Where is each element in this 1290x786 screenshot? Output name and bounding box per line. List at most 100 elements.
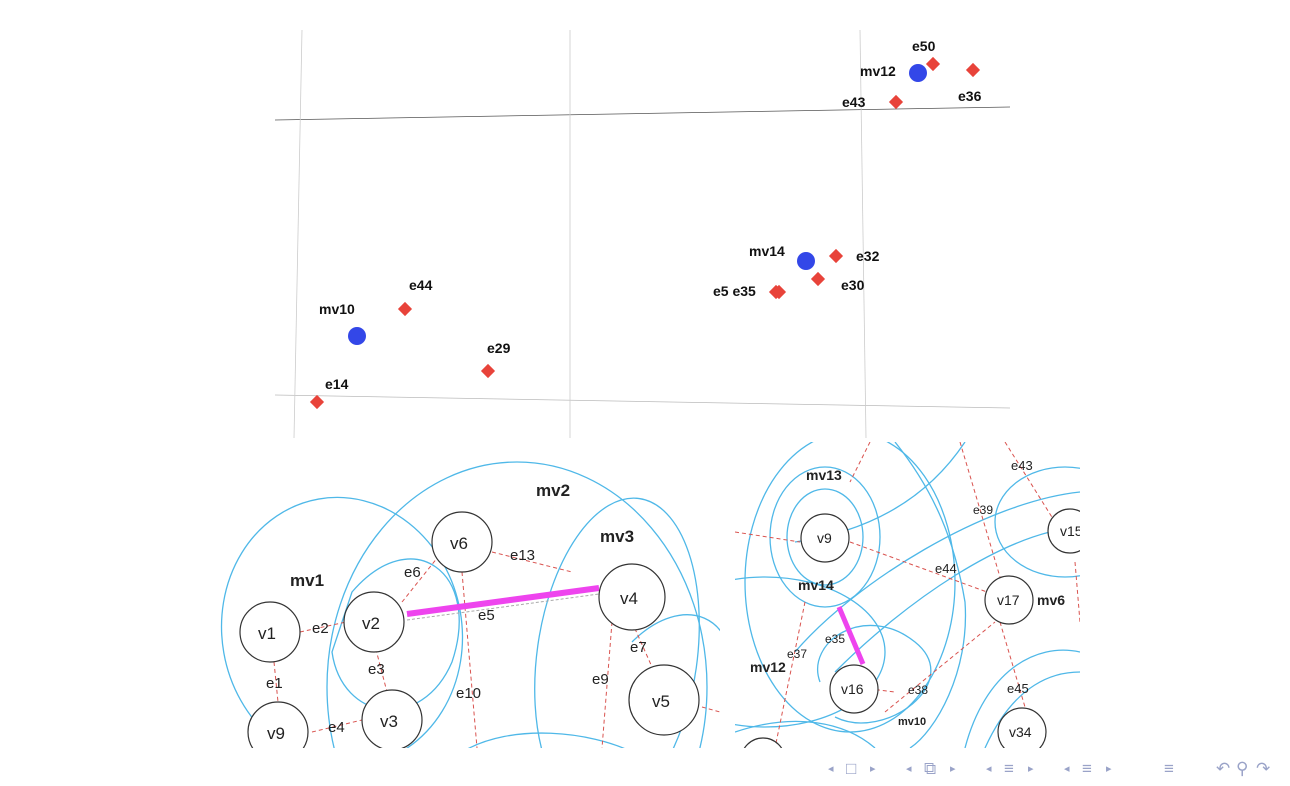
vertex-v9[interactable] bbox=[800, 513, 850, 563]
nav-toc-icon[interactable]: ≡ bbox=[1164, 759, 1174, 778]
label-mv12: mv12 bbox=[750, 659, 786, 675]
label-v1: v1 bbox=[258, 624, 276, 643]
label-e6: e6 bbox=[404, 564, 421, 581]
label-mv6: mv6 bbox=[1037, 592, 1065, 608]
label-e1: e1 bbox=[266, 675, 283, 692]
slide-navigation: ◂ □ ▸ ◂ ⧉ ▸ ◂ ≡ ▸ ◂ ≡ ▸ ≡ ↶ ⚲ ↷ bbox=[828, 758, 1288, 780]
nav-next-frame-icon[interactable]: ▸ bbox=[870, 763, 876, 775]
label-mv10: mv10 bbox=[898, 716, 926, 728]
highlight-edge-e5 bbox=[406, 585, 600, 617]
point-e36[interactable] bbox=[965, 62, 981, 78]
point-label-e44: e44 bbox=[409, 277, 433, 293]
nav-search-icon[interactable]: ⚲ bbox=[1236, 759, 1249, 778]
label-mv13: mv13 bbox=[806, 467, 842, 483]
mv1-contour bbox=[220, 496, 464, 748]
bottom-contour bbox=[468, 732, 625, 748]
label-e38: e38 bbox=[908, 683, 928, 697]
nav-frame-icon[interactable]: □ bbox=[846, 759, 857, 778]
nav-prev-doc-icon[interactable]: ◂ bbox=[1064, 763, 1070, 775]
point-label-e14: e14 bbox=[325, 376, 349, 392]
vertex-v4[interactable] bbox=[598, 563, 666, 631]
label-e3: e3 bbox=[368, 661, 385, 678]
vertex-v9[interactable] bbox=[247, 701, 309, 748]
label-mv1: mv1 bbox=[290, 571, 324, 590]
point-label-e50: e50 bbox=[912, 38, 936, 54]
label-v17: v17 bbox=[997, 592, 1020, 608]
nav-next-doc-icon[interactable]: ▸ bbox=[1106, 763, 1112, 775]
label-e2: e2 bbox=[312, 620, 329, 637]
label-e4: e4 bbox=[328, 719, 345, 736]
point-mv12[interactable] bbox=[909, 64, 927, 82]
nav-next-section-icon[interactable]: ▸ bbox=[1028, 763, 1034, 775]
vertex-v17[interactable] bbox=[984, 575, 1034, 625]
label-v2: v2 bbox=[362, 614, 380, 633]
scatter-plot: e50 mv12 e43 e36 mv14 e32 e30 e5 e35 mv10 e44 e29 e… bbox=[274, 29, 1011, 439]
vertex-v16[interactable] bbox=[829, 664, 879, 714]
nav-subsection-icon[interactable]: ⧉ bbox=[924, 759, 937, 778]
point-mv14[interactable] bbox=[797, 252, 815, 270]
point-label-mv12: mv12 bbox=[860, 63, 896, 79]
label-e5: e5 bbox=[478, 607, 495, 624]
vertex-v3[interactable] bbox=[361, 689, 423, 748]
nav-back-icon[interactable]: ↶ bbox=[1216, 759, 1231, 778]
vertex-v6[interactable] bbox=[431, 511, 493, 573]
point-e30[interactable] bbox=[810, 271, 826, 287]
point-mv10[interactable] bbox=[348, 327, 366, 345]
nav-next-subsection-icon[interactable]: ▸ bbox=[950, 763, 956, 775]
label-v16: v16 bbox=[841, 681, 864, 697]
point-e14[interactable] bbox=[309, 394, 325, 410]
nav-doc-icon[interactable]: ≡ bbox=[1082, 759, 1092, 778]
label-v15: v15 bbox=[1060, 523, 1080, 539]
vertex-v5[interactable] bbox=[628, 664, 700, 736]
label-mv3: mv3 bbox=[600, 527, 634, 546]
grid-line-h1 bbox=[274, 106, 1011, 121]
vertex-v34[interactable] bbox=[997, 707, 1047, 748]
nav-prev-subsection-icon[interactable]: ◂ bbox=[906, 763, 912, 775]
point-e44[interactable] bbox=[397, 301, 413, 317]
point-label-e30: e30 bbox=[841, 277, 865, 293]
label-e39: e39 bbox=[973, 503, 993, 517]
label-e10: e10 bbox=[456, 685, 481, 702]
point-label-e43: e43 bbox=[842, 94, 866, 110]
nav-section-icon[interactable]: ≡ bbox=[1004, 759, 1014, 778]
point-e5-e35-overlap[interactable] bbox=[771, 284, 787, 300]
label-v4: v4 bbox=[620, 589, 638, 608]
label-mv14: mv14 bbox=[798, 577, 834, 593]
nav-forward-icon[interactable]: ↷ bbox=[1256, 759, 1271, 778]
v5-contour bbox=[631, 614, 720, 643]
label-mv2: mv2 bbox=[536, 481, 570, 500]
point-e29[interactable] bbox=[480, 363, 496, 379]
point-label-e29: e29 bbox=[487, 340, 511, 356]
hypergraph-panel-left: mv1 mv2 mv3 v1 v2 v3 v9 v6 v4 v5 e1 e2 e… bbox=[212, 442, 720, 748]
label-e9: e9 bbox=[592, 671, 609, 688]
point-e50[interactable] bbox=[925, 56, 941, 72]
mv3-contour bbox=[534, 497, 700, 748]
hypergraph-panel-right: mv13 mv14 mv12 mv6 mv10 v9 v17 v15 v16 v… bbox=[735, 442, 1080, 748]
vertex-v15[interactable] bbox=[1047, 508, 1080, 554]
label-v9: v9 bbox=[267, 724, 285, 743]
label-v3: v3 bbox=[380, 712, 398, 731]
point-label-e36: e36 bbox=[958, 88, 982, 104]
label-e35: e35 bbox=[825, 632, 845, 646]
point-label-mv10: mv10 bbox=[319, 301, 355, 317]
grid-line-v3 bbox=[859, 29, 867, 439]
label-e44: e44 bbox=[935, 561, 957, 576]
grid-line-v1 bbox=[293, 29, 303, 439]
point-label-mv14: mv14 bbox=[749, 243, 785, 259]
nav-prev-frame-icon[interactable]: ◂ bbox=[828, 763, 834, 775]
point-label-e5-e35: e5 e35 bbox=[713, 283, 756, 299]
vertex-v2[interactable] bbox=[343, 591, 405, 653]
point-e32[interactable] bbox=[828, 248, 844, 264]
label-v34: v34 bbox=[1009, 724, 1032, 740]
label-e45: e45 bbox=[1007, 681, 1029, 696]
label-e13: e13 bbox=[510, 547, 535, 564]
grid-line-h2 bbox=[274, 394, 1011, 409]
mv2-contour bbox=[326, 461, 708, 748]
nav-prev-section-icon[interactable]: ◂ bbox=[986, 763, 992, 775]
label-e37: e37 bbox=[787, 647, 807, 661]
point-e43[interactable] bbox=[888, 94, 904, 110]
vertex-v1[interactable] bbox=[239, 601, 301, 663]
v2-contour bbox=[331, 558, 460, 711]
label-v9: v9 bbox=[817, 530, 832, 546]
point-label-e32: e32 bbox=[856, 248, 880, 264]
